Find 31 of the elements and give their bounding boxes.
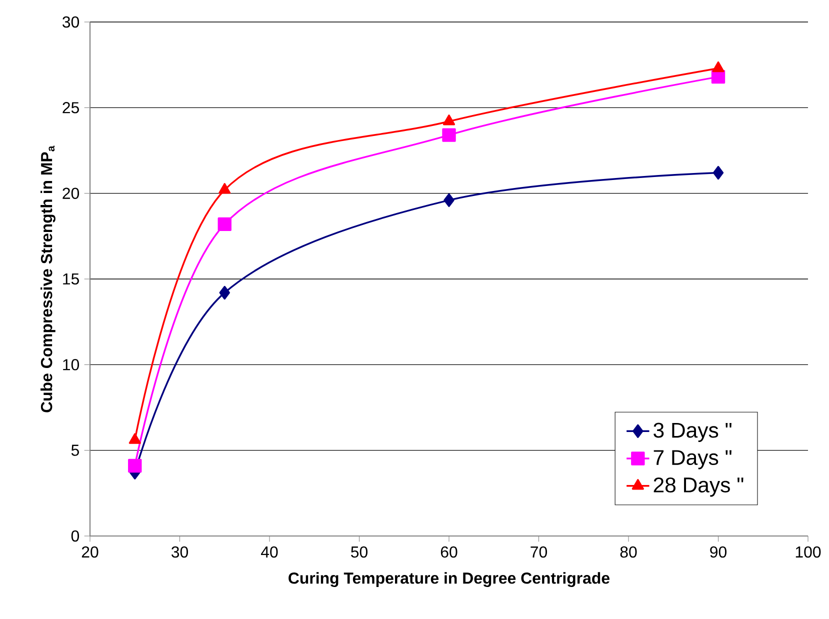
point [442,114,456,126]
point [442,128,456,142]
y-tick-label: 20 [62,188,80,199]
legend-label: 7 Days " [654,450,732,470]
y-tick-label: 5 [71,444,79,456]
x-axis-title: Curing Temperature in Degree Centrigrade [288,572,610,588]
y-tick-label: 15 [63,273,79,285]
point [218,183,231,194]
x-tick-label: 50 [351,546,368,558]
y-tick-label: 10 [63,359,80,370]
legend-label: 3 Days " [654,422,732,442]
point [218,217,232,232]
point [128,458,142,473]
legend-label: 28 Days " [654,477,744,497]
point [128,433,141,444]
x-tick-label: 40 [261,546,278,558]
x-tick-label: 90 [710,546,726,558]
point [219,286,230,300]
x-tick-label: 100 [796,546,821,558]
x-tick-label: 80 [620,546,637,558]
x-tick-label: 30 [171,546,188,558]
x-tick-label: 70 [530,546,547,558]
point [712,166,724,180]
point [444,193,454,208]
x-tick-label: 60 [440,546,458,558]
x-tick-label: 20 [82,546,98,558]
y-axis-title: Cube Compressive Strength in MP$_{a}$ [40,146,56,412]
y-tick-label: 0 [71,530,80,542]
y-tick-label: 30 [62,16,80,28]
point [712,61,724,72]
y-tick-label: 25 [62,102,79,114]
